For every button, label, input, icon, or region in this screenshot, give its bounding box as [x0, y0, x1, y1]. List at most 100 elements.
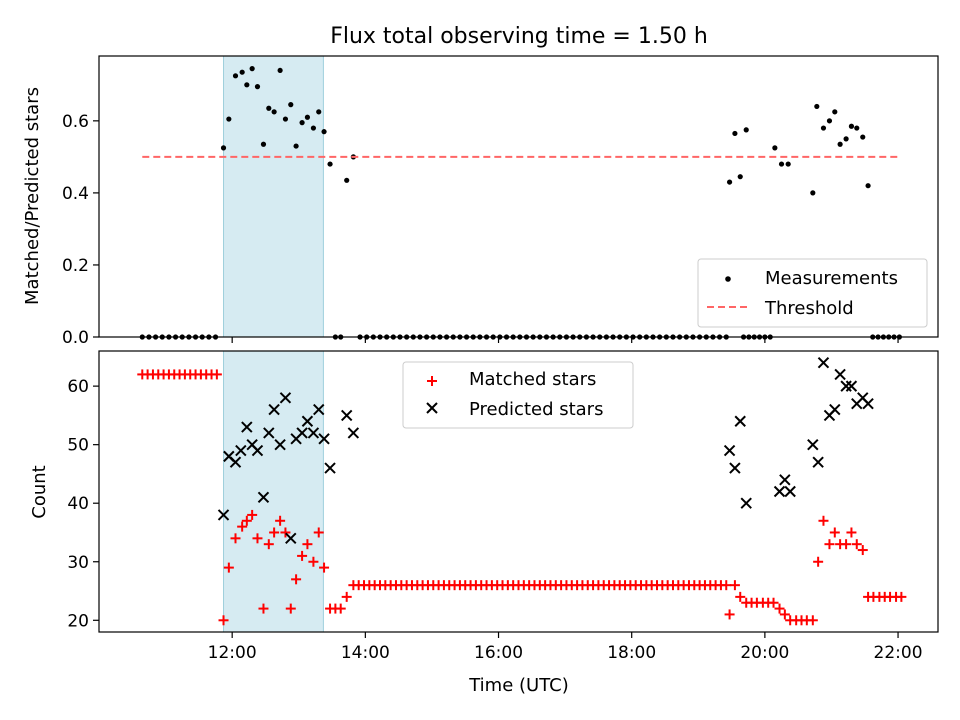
matched-star-point	[846, 527, 857, 538]
matched-star-point	[735, 591, 746, 602]
matched-star-point	[824, 539, 835, 550]
measurement-point	[344, 177, 350, 183]
predicted-star-point	[324, 462, 336, 474]
predicted-star-point	[268, 403, 280, 416]
measurement-point	[772, 145, 778, 151]
legend-label-threshold: Threshold	[764, 298, 854, 319]
top-x-ticks	[231, 337, 899, 343]
measurement-point	[316, 109, 322, 115]
x-tick-label: 12:00	[208, 643, 257, 663]
y-tick-label: 30	[67, 553, 89, 573]
measurement-point	[249, 66, 255, 72]
x-tick-label: 20:00	[740, 643, 789, 663]
y-tick-label: 0.6	[62, 112, 89, 132]
matched-star-point	[818, 515, 829, 526]
x-axis-label: Time (UTC)	[468, 675, 569, 696]
predicted-star-point	[807, 438, 819, 451]
predicted-star-point	[274, 438, 286, 451]
top-y-ticks: 0.0 0.2 0.4 0.6	[62, 112, 99, 348]
measurement-point	[737, 174, 743, 180]
measurement-point	[321, 129, 327, 135]
matched-star-point	[230, 533, 241, 544]
measurement-point	[854, 125, 860, 131]
matched-star-point	[308, 556, 319, 567]
chart-title: Flux total observing time = 1.50 h	[330, 24, 708, 49]
top-panel: 0.0 0.2 0.4 0.6 Matched/Predicted stars Mea…	[22, 55, 939, 348]
predicted-star-point	[723, 444, 736, 457]
predicted-star-point	[229, 456, 242, 468]
matched-star-point	[263, 539, 274, 550]
matched-star-point	[335, 603, 346, 614]
x-tick-label: 22:00	[874, 643, 923, 663]
legend-label-predicted: Predicted stars	[469, 399, 603, 420]
matched-star-point	[218, 615, 229, 626]
predicted-star-point	[740, 497, 752, 509]
bottom-legend-box	[402, 361, 634, 429]
measurement-point	[848, 123, 855, 129]
measurement-point	[843, 136, 849, 142]
matched-star-point	[269, 527, 280, 538]
measurement-point	[785, 161, 791, 167]
measurement-point	[277, 67, 283, 74]
bottom-x-ticks: 12:00 14:00 16:00 18:00 20:00 22:00	[208, 632, 923, 663]
predicted-star-point	[840, 380, 852, 392]
legend-marker-predicted	[426, 402, 438, 414]
measurement-point	[810, 190, 816, 196]
top-y-axis-label: Matched/Predicted stars	[22, 87, 43, 305]
top-legend: Measurements Threshold	[697, 258, 928, 328]
matched-star-point	[297, 550, 308, 561]
predicted-star-point	[263, 427, 275, 439]
x-tick-label: 18:00	[607, 643, 656, 663]
bottom-marks	[137, 357, 907, 626]
measurement-point	[220, 145, 227, 151]
matched-star-point	[241, 515, 252, 526]
measurement-point	[743, 127, 749, 133]
x-tick-label: 16:00	[474, 643, 523, 663]
measurement-point	[837, 141, 843, 147]
predicted-star-point	[829, 403, 841, 416]
bottom-axes-frame	[98, 350, 939, 633]
matched-star-point	[258, 603, 269, 614]
matched-star-point	[807, 615, 818, 626]
measurement-point	[814, 103, 820, 110]
measurement-point	[726, 179, 733, 185]
measurement-point	[865, 183, 871, 189]
matched-star-point	[302, 539, 313, 550]
matched-star-point	[280, 527, 291, 538]
predicted-star-point	[257, 491, 270, 504]
matched-star-point	[851, 539, 862, 550]
bottom-y-axis-label: Count	[29, 465, 50, 518]
predicted-star-point	[251, 444, 264, 457]
bottom-y-ticks: 20 30 40 50 60	[67, 377, 99, 631]
measurement-point	[310, 125, 317, 131]
predicted-star-point	[296, 427, 308, 439]
measurement-point	[266, 105, 272, 111]
matched-star-point	[223, 562, 234, 573]
measurement-point	[826, 118, 833, 124]
predicted-star-point	[301, 415, 314, 427]
matched-star-point	[857, 545, 868, 556]
measurement-point	[327, 161, 333, 167]
y-tick-label: 0.4	[62, 184, 89, 204]
bottom-highlight-band	[223, 350, 324, 633]
legend-marker-measurements	[725, 276, 731, 282]
predicted-star-point	[734, 415, 746, 427]
top-highlight-band	[223, 55, 324, 338]
measurement-point	[832, 109, 838, 115]
measurement-point	[271, 109, 277, 115]
legend-marker-matched	[427, 376, 437, 386]
x-tick-label: 14:00	[341, 643, 390, 663]
y-tick-label: 50	[67, 436, 89, 456]
matched-star-point	[341, 591, 352, 602]
predicted-star-point	[834, 368, 846, 381]
predicted-star-point	[217, 509, 230, 521]
legend-label-matched: Matched stars	[469, 369, 596, 390]
matched-star-point	[237, 521, 248, 532]
matched-star-point	[813, 556, 824, 567]
matched-star-point	[721, 580, 732, 591]
predicted-star-point	[340, 409, 353, 422]
matched-star-point	[291, 574, 302, 585]
measurement-point	[732, 130, 738, 137]
y-tick-label: 20	[67, 611, 89, 631]
